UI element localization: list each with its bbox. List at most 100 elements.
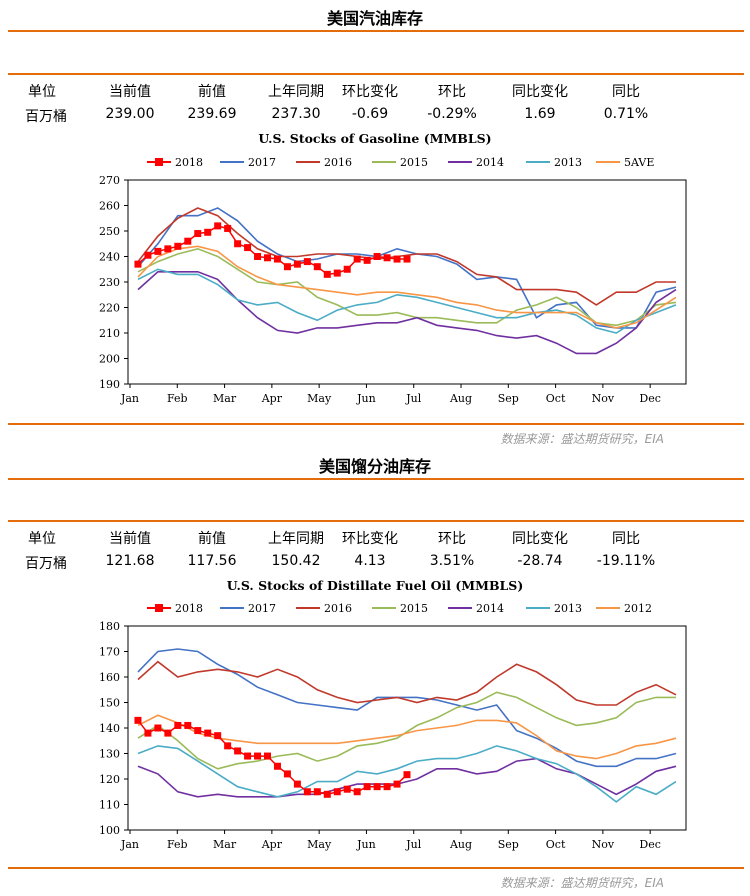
header-cell: 环比	[438, 531, 466, 547]
y-tick-label: 250	[99, 225, 120, 238]
y-tick-label: 200	[99, 353, 120, 366]
legend-item-2015: 2015	[372, 602, 428, 615]
y-tick-label: 110	[99, 799, 120, 812]
data-point-2018	[174, 242, 182, 250]
data-point-2018	[154, 247, 162, 255]
y-tick-label: 270	[99, 174, 120, 187]
data-point-2018	[353, 788, 361, 796]
x-tick-label: Apr	[261, 838, 283, 851]
value-cell: 百万桶	[25, 556, 67, 572]
value-cell: 121.68	[105, 553, 155, 569]
value-cell: -0.69	[351, 106, 389, 122]
y-tick-label: 130	[99, 748, 120, 761]
section-divider	[8, 867, 744, 869]
header-cell: 同比	[612, 84, 640, 100]
x-tick-label: Feb	[167, 838, 188, 851]
legend-label: 2016	[324, 602, 352, 615]
data-point-2018	[264, 752, 271, 760]
data-point-2018	[323, 270, 331, 278]
legend-label: 2014	[476, 156, 504, 169]
distillate-section-title: 美国馏分油库存	[318, 457, 431, 476]
series-line-2014	[137, 757, 677, 798]
distillate-table-values: 百万桶 121.68 117.56 150.42 4.13 3.51% -28.…	[0, 553, 750, 573]
distillate-source-note: 数据来源：盛达期货研究，EIA	[500, 876, 664, 890]
data-point-2018	[164, 245, 172, 253]
data-point-2018	[144, 729, 152, 737]
distillate-table-header: 单位 当前值 前值 上年同期 环比变化 环比 同比变化 同比	[0, 528, 750, 548]
distillate-chart: 100 110 120 130 140 150 160 170 180 Jan Feb Mar Apr M…	[0, 596, 750, 861]
legend-label: 2015	[400, 156, 428, 169]
x-tick-label: Sep	[498, 392, 519, 405]
legend-label: 2012	[624, 602, 652, 615]
legend-item-2017: 2017	[220, 156, 276, 169]
legend-item-2013: 2013	[526, 602, 582, 615]
x-tick-label: Jul	[405, 392, 421, 405]
series-line-2018	[137, 719, 408, 796]
header-cell: 同比变化	[512, 84, 568, 100]
y-tick-label: 260	[99, 200, 120, 213]
legend-label: 2016	[324, 156, 352, 169]
data-point-2018	[293, 780, 301, 788]
data-point-2018	[383, 783, 391, 791]
gasoline-chart: 190 200 210 220 230 240 250 260 270 Jan Feb Mar Apr M…	[0, 150, 750, 415]
value-cell: 150.42	[271, 553, 321, 569]
value-cell: 百万桶	[25, 109, 67, 125]
y-tick-label: 190	[99, 378, 120, 391]
data-point-2018	[293, 260, 301, 268]
data-point-2018	[303, 788, 311, 796]
data-point-2018	[234, 747, 242, 755]
data-point-2018	[403, 771, 411, 779]
legend-label: 2015	[400, 602, 428, 615]
x-tick-label: Jul	[405, 838, 421, 851]
legend-label: 2013	[554, 602, 582, 615]
header-cell: 同比	[612, 531, 640, 547]
data-point-2018	[184, 237, 192, 245]
data-point-2018	[264, 254, 271, 262]
section-divider	[8, 73, 744, 75]
legend-label: 2017	[248, 156, 276, 169]
y-tick-label: 210	[99, 327, 120, 340]
data-point-2018	[144, 251, 152, 259]
x-tick-label: May	[307, 838, 332, 851]
value-cell: -19.11%	[596, 553, 656, 569]
data-point-2018	[333, 788, 341, 796]
value-cell: 3.51%	[429, 553, 475, 569]
gasoline-source-note: 数据来源：盛达期货研究，EIA	[500, 432, 664, 446]
data-point-2018	[363, 256, 371, 264]
value-cell: 4.13	[354, 553, 386, 569]
data-point-2018	[343, 785, 351, 793]
value-cell: 117.56	[187, 553, 237, 569]
data-point-2018	[333, 269, 341, 277]
header-cell: 单位	[28, 531, 56, 547]
series-line-2015	[137, 691, 676, 770]
data-point-2018	[323, 790, 331, 798]
data-point-2018	[383, 254, 391, 262]
header-cell: 环比变化	[342, 84, 398, 100]
gasoline-table-header: 单位 当前值 前值 上年同期 环比变化 环比 同比变化 同比	[0, 81, 750, 101]
series-line-2017	[137, 648, 677, 768]
data-point-2018	[184, 721, 192, 729]
gasoline-table-values: 百万桶 239.00 239.69 237.30 -0.69 -0.29% 1.…	[0, 106, 750, 126]
data-point-2018	[244, 244, 252, 252]
plot-area	[127, 625, 687, 831]
header-cell: 当前值	[109, 84, 151, 100]
series-line-2017	[137, 207, 677, 329]
x-tick-label: Nov	[592, 838, 615, 851]
data-point-2018	[244, 752, 252, 760]
header-cell: 前值	[198, 84, 226, 100]
x-tick-label: Sep	[498, 838, 519, 851]
legend-item-2015: 2015	[372, 156, 428, 169]
y-tick-label: 160	[99, 671, 120, 684]
x-tick-label: Jan	[120, 392, 139, 405]
value-cell: -0.29%	[427, 106, 477, 122]
data-point-2018	[283, 770, 291, 778]
y-tick-label: 180	[99, 620, 120, 633]
gasoline-section-title: 美国汽油库存	[326, 9, 423, 28]
y-tick-label: 120	[99, 773, 120, 786]
data-point-2018	[303, 258, 311, 266]
y-tick-label: 220	[99, 302, 120, 315]
header-cell: 单位	[28, 84, 56, 100]
data-point-2018	[273, 255, 281, 263]
header-cell: 环比变化	[342, 531, 398, 547]
series-line-2014	[137, 271, 677, 355]
